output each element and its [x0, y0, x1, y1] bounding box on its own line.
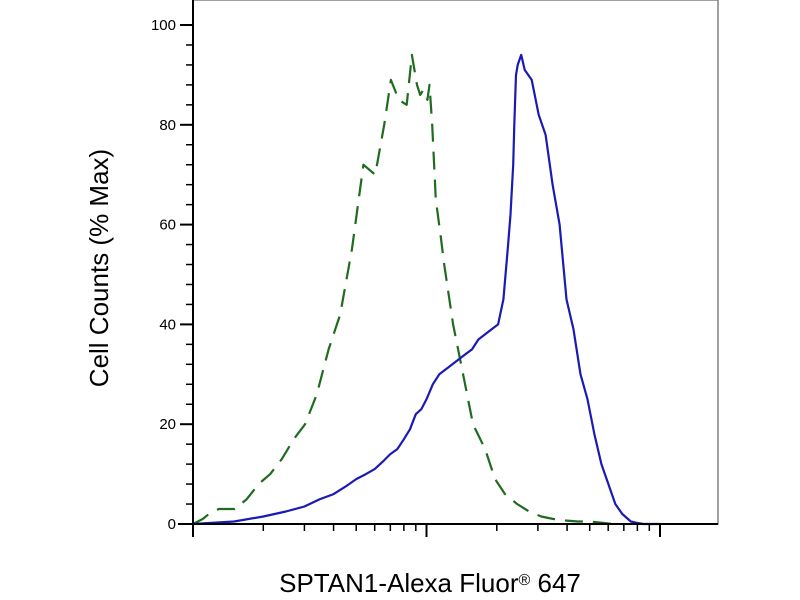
y-tick-label: 60 [159, 217, 176, 234]
x-minor-ticks [262, 524, 651, 531]
series-line-solid [192, 53, 660, 526]
series-line-dashed [192, 53, 615, 526]
x-axis-title-number: 647 [530, 568, 581, 598]
y-axis-title: Cell Counts (% Max) [84, 149, 114, 387]
x-major-ticks [192, 524, 661, 537]
y-minor-ticks [186, 44, 193, 505]
x-axis-title-main: SPTAN1-Alexa Fluor [279, 568, 519, 598]
y-tick-label: 40 [159, 316, 176, 333]
y-tick-label: 80 [159, 117, 176, 134]
plot-frame [192, 0, 719, 525]
y-tick-label: 20 [159, 416, 176, 433]
series-layer [192, 53, 660, 526]
y-tick-labels: 0 20 40 60 80 100 [151, 17, 176, 533]
x-axis-title: SPTAN1-Alexa Fluor® 647 [279, 568, 581, 598]
y-major-ticks [180, 24, 193, 525]
y-tick-label: 0 [168, 516, 176, 533]
x-axis-title-registered-mark: ® [518, 572, 530, 589]
y-tick-label: 100 [151, 17, 176, 34]
